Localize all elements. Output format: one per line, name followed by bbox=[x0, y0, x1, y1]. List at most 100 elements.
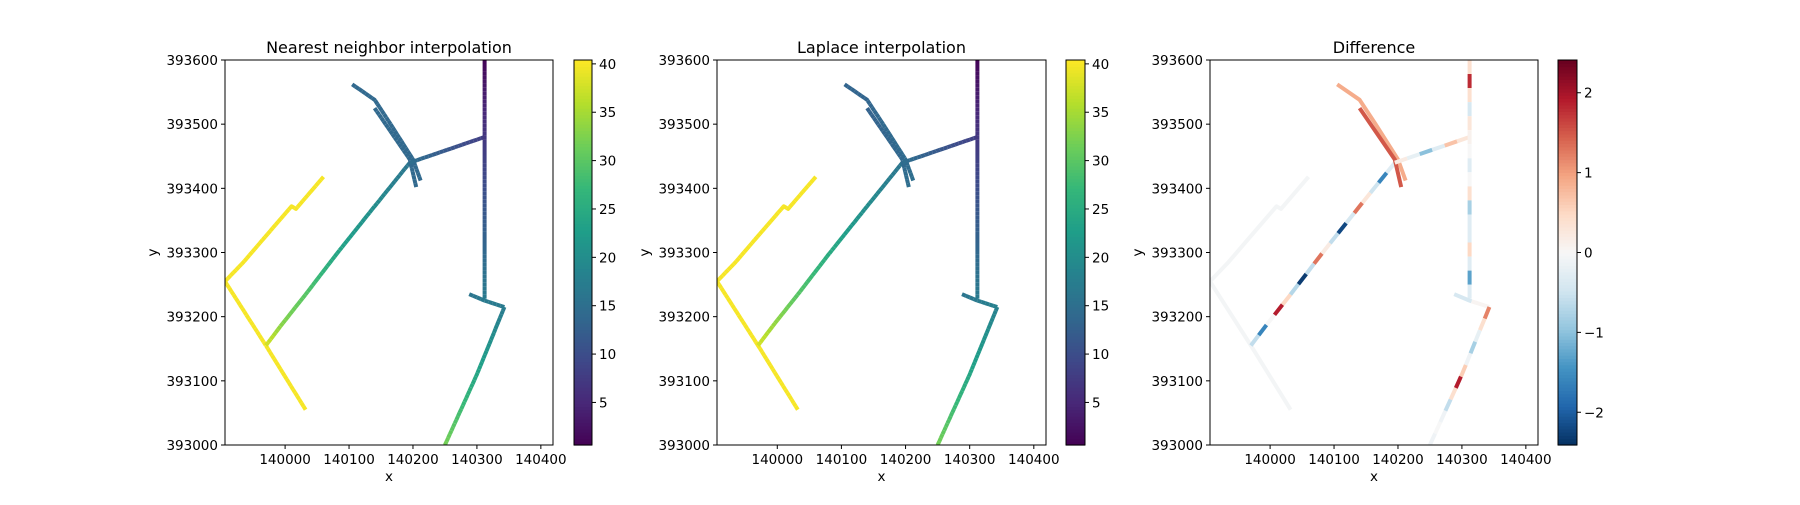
colorbar-band bbox=[1558, 294, 1577, 299]
colorbar-band bbox=[1558, 85, 1577, 90]
line-segment bbox=[362, 214, 369, 221]
line-segment bbox=[903, 171, 909, 176]
colorbar-band bbox=[1558, 217, 1577, 222]
line-segment bbox=[337, 245, 344, 252]
x-tick-label: 140400 bbox=[515, 452, 567, 468]
line-segment bbox=[409, 159, 415, 165]
line-segment bbox=[777, 378, 783, 384]
colorbar-band bbox=[574, 403, 592, 408]
colorbar-band bbox=[1066, 258, 1085, 263]
colorbar-band bbox=[574, 400, 592, 404]
colorbar-band bbox=[1558, 252, 1577, 257]
line-segment bbox=[795, 290, 802, 297]
line-segment bbox=[295, 395, 302, 401]
line-segment bbox=[976, 298, 983, 304]
line-segment bbox=[478, 361, 484, 367]
colorbar-band bbox=[574, 72, 592, 77]
colorbar-band bbox=[1558, 88, 1577, 93]
line-segment bbox=[889, 142, 896, 149]
line-segment bbox=[498, 313, 504, 319]
colorbar-band bbox=[574, 342, 592, 347]
line-segment bbox=[942, 145, 949, 151]
line-segment bbox=[278, 321, 285, 328]
colorbar-frame bbox=[573, 59, 593, 446]
colorbar-band bbox=[1558, 319, 1577, 324]
y-tick-label: 393100 bbox=[166, 374, 218, 390]
line-segment bbox=[795, 193, 802, 200]
colorbar-band bbox=[574, 262, 592, 266]
x-tick-label: 140100 bbox=[816, 452, 868, 468]
line-segment bbox=[894, 149, 900, 155]
colorbar-band bbox=[1558, 351, 1577, 356]
line-segment bbox=[330, 255, 337, 262]
line-segment bbox=[487, 339, 493, 345]
panel-2: 140000 140100 140200 140300 140400 393000 3931… bbox=[637, 38, 1109, 485]
colorbar-band bbox=[1066, 188, 1085, 193]
y-axis-label: y bbox=[1130, 249, 1146, 257]
line-segment bbox=[403, 146, 410, 153]
line-segment bbox=[450, 145, 456, 151]
x-tick-label: 140200 bbox=[1372, 452, 1424, 468]
line-segment bbox=[1444, 139, 1458, 148]
line-segment bbox=[773, 318, 780, 325]
line-segment bbox=[952, 404, 958, 410]
y-tick-label: 393100 bbox=[1151, 374, 1203, 390]
line-segment bbox=[1438, 409, 1448, 424]
colorbar-band bbox=[574, 384, 592, 388]
colorbar-band bbox=[1066, 358, 1085, 363]
line-segment bbox=[424, 154, 430, 160]
line-segment bbox=[808, 274, 814, 281]
line-segment bbox=[885, 177, 892, 183]
colorbar-band bbox=[1558, 236, 1577, 241]
colorbar-band bbox=[574, 114, 592, 119]
line-segment bbox=[255, 241, 262, 248]
line-segment bbox=[793, 293, 800, 300]
y-tick-label: 393600 bbox=[658, 53, 710, 69]
line-segment bbox=[1210, 280, 1293, 411]
colorbar-band bbox=[1066, 409, 1085, 414]
y-tick-label: 393400 bbox=[166, 181, 218, 197]
line-segment bbox=[788, 202, 794, 209]
colorbar-band bbox=[574, 108, 592, 112]
colorbar-band bbox=[1066, 326, 1085, 331]
line-segment bbox=[965, 293, 971, 300]
line-segment bbox=[477, 364, 483, 371]
colorbar-band bbox=[1558, 162, 1577, 167]
line-segment bbox=[766, 220, 772, 227]
line-segment bbox=[1257, 323, 1269, 337]
colorbar-band bbox=[1066, 364, 1085, 369]
line-segment bbox=[399, 145, 406, 152]
colorbar-band bbox=[1066, 76, 1085, 80]
colorbar-band bbox=[1066, 348, 1085, 353]
line-segment bbox=[881, 122, 887, 129]
line-segment bbox=[318, 271, 324, 277]
line-segment bbox=[457, 408, 464, 414]
line-segment bbox=[333, 252, 339, 258]
colorbar-band bbox=[1558, 428, 1577, 433]
colorbar-band bbox=[1066, 294, 1085, 299]
line-segment bbox=[743, 324, 749, 330]
colorbar-band bbox=[1558, 137, 1577, 141]
line-segment bbox=[863, 96, 870, 102]
line-segment bbox=[992, 309, 998, 316]
line-segment bbox=[850, 220, 857, 227]
colorbar-band bbox=[1558, 66, 1577, 71]
line-segment bbox=[887, 133, 894, 139]
line-segment bbox=[347, 233, 354, 240]
line-segment bbox=[763, 223, 770, 230]
line-segment bbox=[730, 303, 736, 310]
line-segment bbox=[948, 411, 955, 418]
line-segment bbox=[768, 325, 775, 331]
colorbar-band bbox=[1066, 361, 1085, 366]
colorbar-band bbox=[574, 226, 592, 231]
line-segment bbox=[251, 324, 257, 330]
line-segment bbox=[801, 187, 807, 194]
line-segment bbox=[328, 258, 334, 265]
colorbar-band bbox=[1558, 335, 1577, 340]
line-segment bbox=[732, 259, 738, 266]
colorbar-band bbox=[1066, 137, 1085, 141]
chart-title: Difference bbox=[1333, 38, 1415, 57]
colorbar-band bbox=[574, 348, 592, 353]
colorbar-band bbox=[574, 159, 592, 164]
colorbar-band bbox=[1558, 185, 1577, 189]
